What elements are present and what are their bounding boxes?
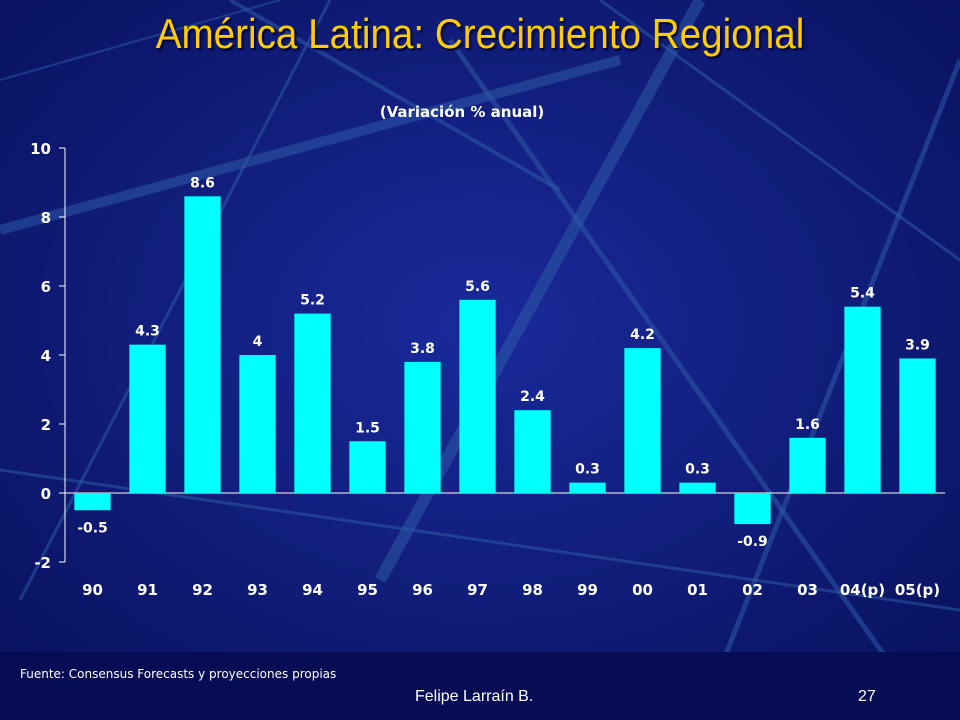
y-tick-label: 4: [41, 347, 51, 365]
y-tick-label: 0: [41, 485, 51, 503]
x-tick-label: 93: [247, 581, 268, 599]
y-tick-label: 10: [30, 140, 51, 158]
data-label: 4.3: [135, 324, 160, 340]
data-label: -0.5: [77, 520, 108, 536]
x-tick-label: 92: [192, 581, 213, 599]
bar: [349, 441, 386, 493]
bar: [624, 348, 661, 493]
x-tick-label: 01: [687, 581, 708, 599]
data-label: 1.6: [795, 417, 820, 433]
x-tick-label: 97: [467, 581, 488, 599]
y-tick-label: 8: [41, 209, 51, 227]
bar: [184, 196, 221, 494]
data-label: 0.3: [685, 462, 710, 478]
chart-y-ticks: -2 0 2 4 6 8 10: [30, 140, 65, 572]
bar: [734, 493, 771, 525]
chart-x-ticks: 90 91 92 93 94 95 96 97 98 99 00 01 02 03 04(p) 05(p): [82, 581, 940, 599]
bar-chart: (Variación % anual) -0.5 4.3 8.6 4 5.2 1.5 3.8…: [30, 103, 945, 599]
data-label: 0.3: [575, 462, 600, 478]
data-label: 5.4: [850, 286, 875, 302]
footer-band: [0, 652, 960, 720]
y-tick-label: 6: [41, 278, 51, 296]
bar: [239, 355, 276, 493]
data-label: 4: [253, 334, 263, 350]
data-label: -0.9: [737, 534, 768, 550]
bar: [844, 306, 881, 493]
chart-bars: [74, 196, 936, 525]
x-tick-label: 96: [412, 581, 433, 599]
data-label: 4.2: [630, 327, 655, 343]
x-tick-label: 98: [522, 581, 543, 599]
bar: [129, 344, 166, 493]
data-label: 3.9: [905, 337, 930, 353]
x-tick-label: 05(p): [895, 581, 940, 599]
x-tick-label: 04(p): [840, 581, 885, 599]
slide-title: América Latina: Crecimiento Regional: [155, 10, 805, 57]
y-tick-label: -2: [34, 554, 51, 572]
bar: [899, 358, 936, 493]
data-label: 3.8: [410, 341, 435, 357]
bar: [294, 313, 331, 493]
data-label: 2.4: [520, 389, 545, 405]
bar: [789, 437, 826, 493]
x-tick-label: 00: [632, 581, 653, 599]
x-tick-label: 03: [797, 581, 818, 599]
data-label: 8.6: [190, 175, 215, 191]
x-tick-label: 95: [357, 581, 378, 599]
bar: [679, 482, 716, 493]
bar: [514, 410, 551, 493]
data-label: 5.6: [465, 279, 490, 295]
source-note: Fuente: Consensus Forecasts y proyeccion…: [20, 667, 337, 681]
x-tick-label: 90: [82, 581, 103, 599]
data-label: 1.5: [355, 420, 380, 436]
x-tick-label: 91: [137, 581, 158, 599]
x-tick-label: 94: [302, 581, 323, 599]
x-tick-label: 02: [742, 581, 763, 599]
bar: [569, 482, 606, 493]
chart-subtitle: (Variación % anual): [380, 103, 545, 121]
y-tick-label: 2: [41, 416, 51, 434]
page-number: 27: [858, 688, 876, 705]
footer-author: Felipe Larraín B.: [415, 688, 534, 705]
bar: [74, 493, 111, 511]
bar: [459, 299, 496, 493]
x-tick-label: 99: [577, 581, 598, 599]
chart-data-labels: -0.5 4.3 8.6 4 5.2 1.5 3.8 5.6 2.4 0.3 4.2 0.3 -0.9 1…: [77, 175, 930, 550]
bar: [404, 361, 441, 493]
data-label: 5.2: [300, 293, 325, 309]
